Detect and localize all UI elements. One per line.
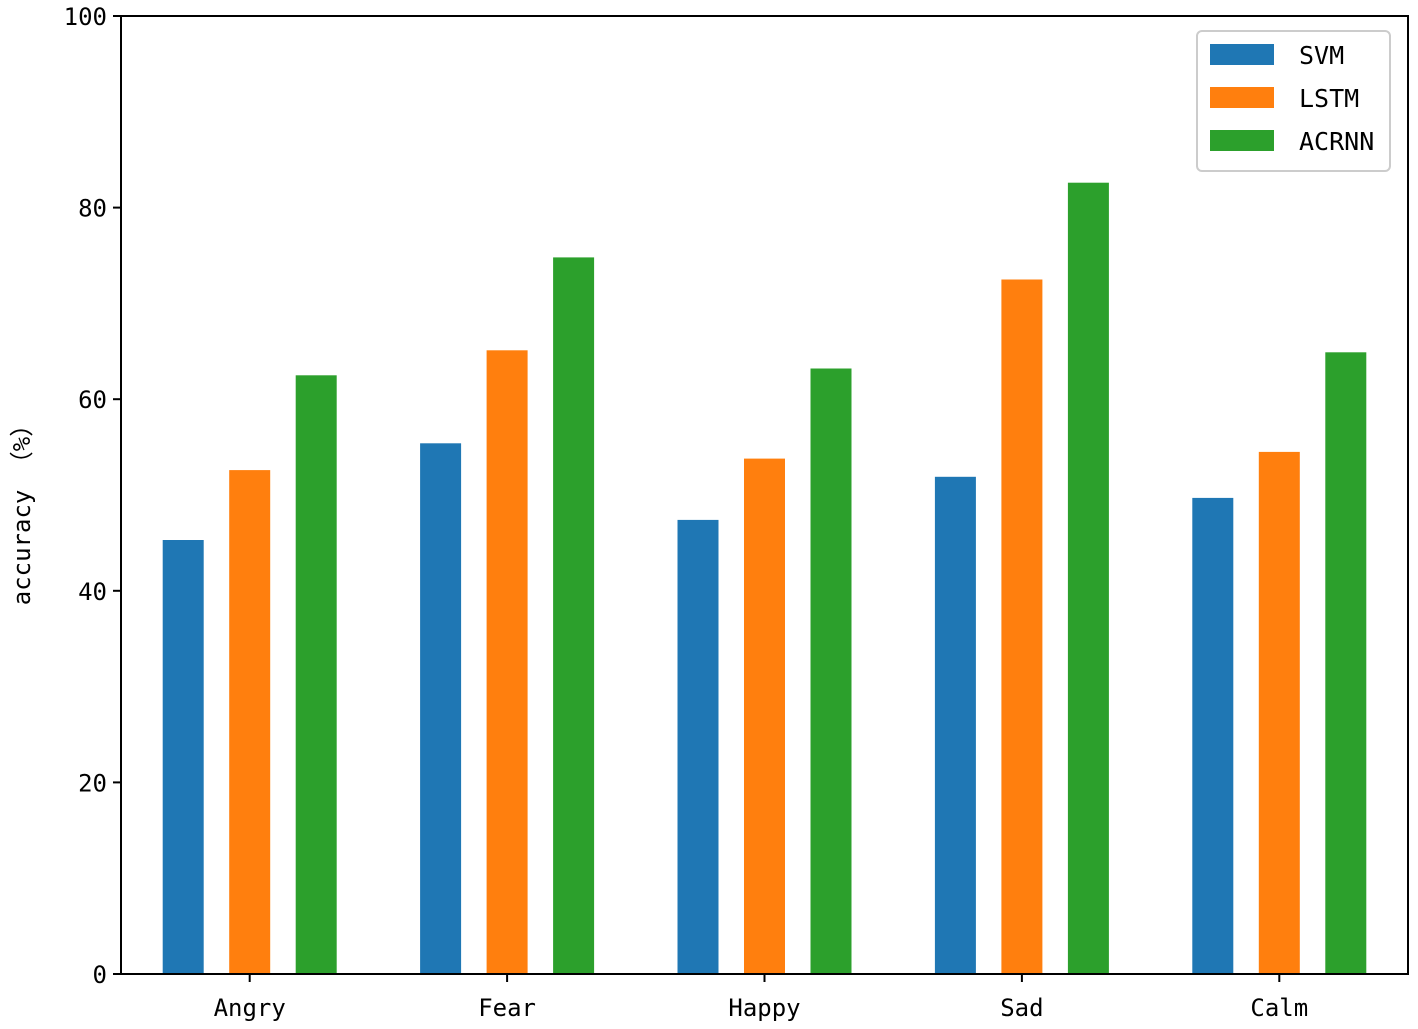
bar-lstm-sad <box>1001 279 1043 974</box>
plot-frame <box>120 15 1409 975</box>
bar-acrnn-fear <box>553 257 595 974</box>
legend-swatch-lstm <box>1210 87 1274 108</box>
y-tick-label: 20 <box>78 769 107 797</box>
bar-svm-angry <box>162 540 204 974</box>
x-tick-label: Fear <box>478 994 536 1022</box>
bar-acrnn-calm <box>1325 352 1367 974</box>
bar-lstm-fear <box>486 350 528 974</box>
y-axis-ticks: 0 20 40 60 80 100 <box>64 3 121 989</box>
bar-acrnn-sad <box>1067 182 1109 974</box>
bar-lstm-happy <box>744 458 785 975</box>
bars-group <box>162 182 1367 975</box>
x-tick-label: Sad <box>1000 994 1043 1022</box>
bar-acrnn-happy <box>810 368 852 974</box>
x-tick-label: Calm <box>1250 994 1308 1022</box>
legend: SVM LSTM ACRNN <box>1196 30 1391 172</box>
x-tick-label: Happy <box>728 994 800 1022</box>
bar-svm-sad <box>934 476 976 974</box>
x-tick-label: Angry <box>214 994 286 1022</box>
bar-svm-fear <box>420 443 462 974</box>
legend-label-acrnn: ACRNN <box>1299 127 1374 156</box>
legend-swatch-svm <box>1210 44 1274 65</box>
bar-lstm-calm <box>1258 451 1300 974</box>
bar-svm-calm <box>1192 497 1234 974</box>
x-axis-ticks: Angry Fear Happy Sad Calm <box>214 974 1308 1022</box>
y-tick-label: 80 <box>78 195 107 223</box>
bar-lstm-angry <box>229 470 271 974</box>
y-tick-label: 40 <box>78 578 107 606</box>
y-tick-label: 60 <box>78 386 107 414</box>
bar-acrnn-angry <box>295 375 337 975</box>
y-tick-label: 100 <box>64 3 107 31</box>
y-axis-label: accuracy （%） <box>8 413 36 606</box>
y-tick-label: 0 <box>93 961 107 989</box>
legend-swatch-acrnn <box>1210 130 1274 151</box>
bar-svm-happy <box>677 519 719 974</box>
legend-label-svm: SVM <box>1299 41 1344 70</box>
legend-label-lstm: LSTM <box>1299 84 1359 113</box>
